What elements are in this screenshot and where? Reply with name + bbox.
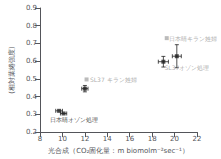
svg-text:0.6: 0.6: [26, 57, 38, 65]
svg-text:0.2: 0.2: [26, 128, 37, 136]
svg-text:14: 14: [103, 135, 112, 143]
svg-text:10: 10: [58, 135, 67, 143]
svg-text:0.5: 0.5: [26, 75, 37, 83]
svg-text:光合成（CO₂固化量：m biomolm⁻²sec⁻¹）: 光合成（CO₂固化量：m biomolm⁻²sec⁻¹）: [48, 147, 189, 155]
svg-text:22: 22: [193, 135, 202, 143]
svg-text:0.8: 0.8: [26, 22, 37, 30]
svg-text:SL37 キラン姓婦: SL37 キラン姓婦: [90, 76, 137, 83]
svg-text:12: 12: [80, 135, 89, 143]
svg-text:SL37オゾン処理: SL37オゾン処理: [164, 64, 209, 71]
svg-text:18: 18: [148, 135, 157, 143]
svg-text:0.4: 0.4: [26, 93, 38, 101]
svg-text:0.7: 0.7: [26, 39, 37, 47]
svg-text:日本晴キラン姓婦: 日本晴キラン姓婦: [169, 35, 217, 42]
svg-text:20: 20: [170, 135, 179, 143]
svg-text:日本晴オゾン処理: 日本晴オゾン処理: [50, 116, 98, 123]
svg-text:0.9: 0.9: [26, 4, 37, 12]
svg-text:8: 8: [38, 135, 42, 143]
svg-text:(相対葉綣強度): (相対葉綣強度): [8, 46, 16, 94]
svg-text:16: 16: [125, 135, 134, 143]
svg-text:0.3: 0.3: [26, 110, 37, 118]
